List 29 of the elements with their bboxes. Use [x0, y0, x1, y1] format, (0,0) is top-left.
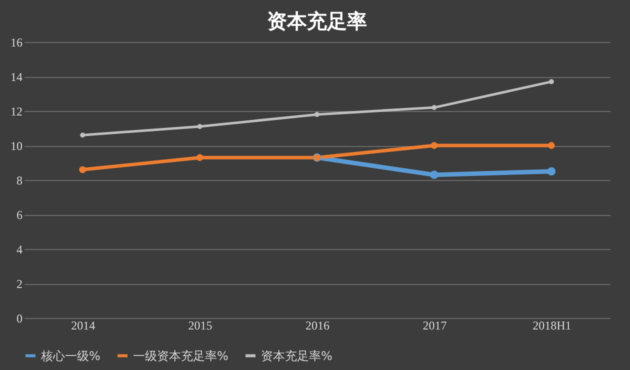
legend-label: 一级资本充足率%: [133, 348, 228, 363]
point: [430, 142, 438, 149]
y-tick-label: 8: [16, 174, 22, 188]
legend-label: 核心一级%: [40, 348, 100, 363]
point: [548, 142, 555, 149]
y-tick-label: 4: [16, 242, 22, 256]
point: [197, 124, 202, 130]
y-tick-label: 16: [10, 36, 22, 50]
point: [314, 112, 320, 117]
x-tick-label: 2016: [306, 318, 330, 332]
x-tick-label: 2015: [188, 318, 212, 332]
point: [430, 170, 438, 179]
point: [547, 167, 556, 176]
chart-title: 资本充足率: [267, 9, 367, 33]
x-tick-label: 2018H1: [532, 318, 572, 332]
point: [548, 79, 554, 84]
y-tick-label: 6: [16, 208, 22, 222]
y-tick-label: 10: [10, 139, 22, 153]
legend-label: 资本充足率%: [261, 348, 332, 363]
y-tick-label: 12: [10, 104, 22, 118]
y-tick-label: 0: [16, 312, 22, 326]
point: [432, 105, 437, 110]
y-tick-label: 14: [10, 70, 22, 84]
y-tick-label: 2: [16, 277, 22, 291]
point: [80, 132, 86, 138]
x-tick-label: 2017: [422, 318, 447, 332]
point: [196, 154, 204, 162]
x-tick-label: 2014: [71, 318, 96, 332]
point: [79, 166, 86, 174]
